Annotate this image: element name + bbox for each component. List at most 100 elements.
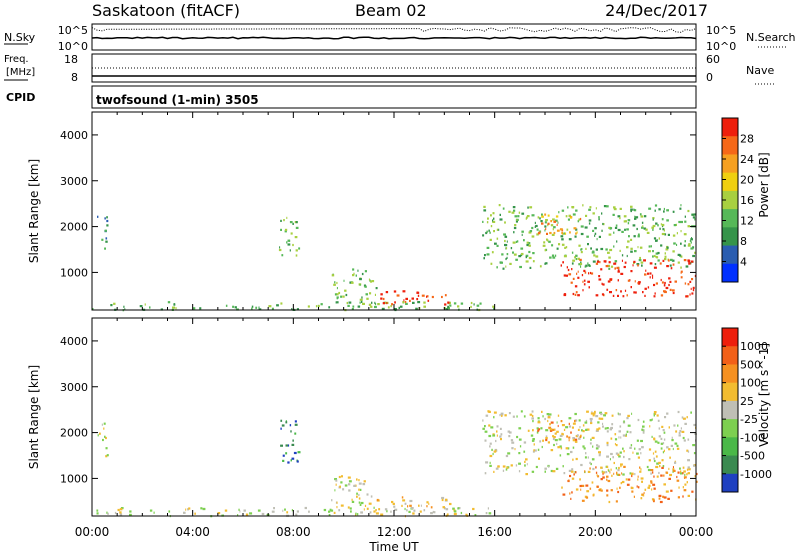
range-gate-cell: [338, 291, 341, 295]
range-gate-cell: [487, 217, 489, 220]
range-gate-cell: [139, 305, 143, 308]
range-gate-cell: [606, 427, 609, 430]
range-gate-cell: [654, 263, 657, 266]
range-gate-cell: [533, 449, 535, 452]
colorbar-swatch: [722, 154, 738, 174]
range-gate-cell: [291, 457, 295, 460]
range-gate-cell: [558, 438, 562, 441]
range-gate-cell: [663, 483, 666, 486]
range-gate-cell: [602, 222, 604, 226]
range-gate-cell: [670, 444, 673, 447]
range-gate-cell: [679, 430, 682, 433]
range-gate-cell: [486, 246, 490, 249]
range-gate-cell: [575, 488, 579, 491]
cpid-panel-frame: [91, 85, 697, 109]
range-gate-cell: [690, 411, 692, 414]
range-gate-cell: [328, 514, 331, 517]
range-gate-cell: [350, 281, 354, 284]
time-axis-ticks: 00:00 04:00 08:00 12:00 16:00 20:00 00:00: [75, 525, 714, 539]
range-gate-cell: [637, 282, 639, 285]
range-gate-cell: [600, 478, 603, 481]
range-gate-cell: [584, 456, 587, 459]
range-gate-cell: [684, 473, 686, 476]
range-gate-cell: [362, 302, 365, 305]
range-gate-cell: [633, 260, 636, 263]
range-gate-cell: [646, 231, 650, 234]
range-gate-cell: [295, 254, 298, 257]
range-gate-cell: [649, 276, 651, 279]
range-gate-cell: [539, 217, 541, 220]
range-gate-cell: [617, 270, 620, 273]
range-gate-cell: [683, 244, 686, 247]
range-gate-cell: [639, 246, 643, 249]
range-gate-cell: [677, 410, 680, 414]
range-gate-cell: [527, 206, 529, 209]
range-gate-cell: [545, 437, 548, 440]
range-gate-cell: [525, 256, 528, 259]
range-gate-cell: [199, 307, 202, 310]
colorbar-swatch: [722, 473, 738, 493]
range-gate-cell: [96, 509, 99, 512]
range-gate-cell: [595, 207, 597, 210]
range-gate-cell: [644, 294, 646, 297]
range-gate-cell: [282, 454, 285, 457]
colorbar-tick-label: 100: [740, 377, 761, 390]
colorbar-tick-label: 4: [740, 256, 747, 269]
range-gate-cell: [251, 305, 254, 308]
range-gate-cell: [619, 451, 622, 454]
range-gate-cell: [553, 231, 556, 235]
range-gate-cell: [611, 474, 613, 477]
scatter-region: [96, 506, 492, 518]
range-gate-cell: [610, 452, 613, 456]
range-gate-cell: [524, 460, 526, 463]
range-gate-cell: [575, 209, 578, 212]
range-gate-cell: [358, 501, 361, 504]
range-gate-cell: [680, 427, 682, 430]
range-gate-cell: [579, 217, 582, 221]
range-gate-cell: [554, 439, 558, 442]
range-gate-cell: [650, 472, 652, 475]
range-gate-cell: [547, 222, 550, 225]
range-gate-cell: [567, 206, 569, 209]
range-gate-cell: [652, 224, 656, 228]
range-gate-cell: [664, 258, 667, 261]
range-gate-cell: [608, 261, 611, 264]
range-gate-cell: [652, 250, 654, 253]
range-gate-cell: [653, 237, 657, 240]
range-gate-cell: [674, 442, 678, 445]
range-gate-cell: [623, 265, 626, 269]
range-gate-cell: [374, 301, 376, 304]
range-gate-cell: [645, 228, 648, 231]
range-gate-cell: [554, 432, 557, 435]
range-gate-cell: [583, 279, 586, 282]
date-label: 24/Dec/2017: [605, 1, 708, 20]
range-gate-cell: [602, 283, 605, 286]
range-gate-cell: [430, 506, 433, 509]
y-tick-label: 2000: [60, 221, 88, 234]
range-gate-cell: [582, 430, 585, 433]
range-gate-cell: [553, 428, 556, 431]
range-gate-cell: [608, 500, 611, 504]
range-gate-cell: [615, 452, 619, 455]
range-gate-cell: [336, 506, 338, 509]
range-gate-cell: [652, 499, 655, 502]
range-gate-cell: [376, 498, 379, 502]
range-gate-cell: [476, 304, 480, 307]
range-gate-cell: [292, 243, 294, 247]
range-gate-cell: [377, 303, 380, 306]
range-gate-cell: [637, 478, 639, 481]
range-gate-cell: [678, 434, 681, 437]
range-gate-cell: [361, 272, 364, 276]
range-gate-cell: [528, 231, 532, 234]
range-gate-cell: [661, 459, 664, 462]
range-gate-cell: [318, 304, 320, 308]
range-gate-cell: [261, 512, 265, 516]
range-gate-cell: [636, 227, 638, 231]
range-gate-cell: [394, 508, 398, 511]
range-gate-cell: [582, 204, 584, 207]
range-gate-cell: [672, 234, 676, 237]
range-gate-cell: [537, 216, 540, 219]
range-gate-cell: [149, 306, 151, 309]
range-gate-cell: [633, 291, 635, 294]
range-gate-cell: [653, 412, 656, 415]
